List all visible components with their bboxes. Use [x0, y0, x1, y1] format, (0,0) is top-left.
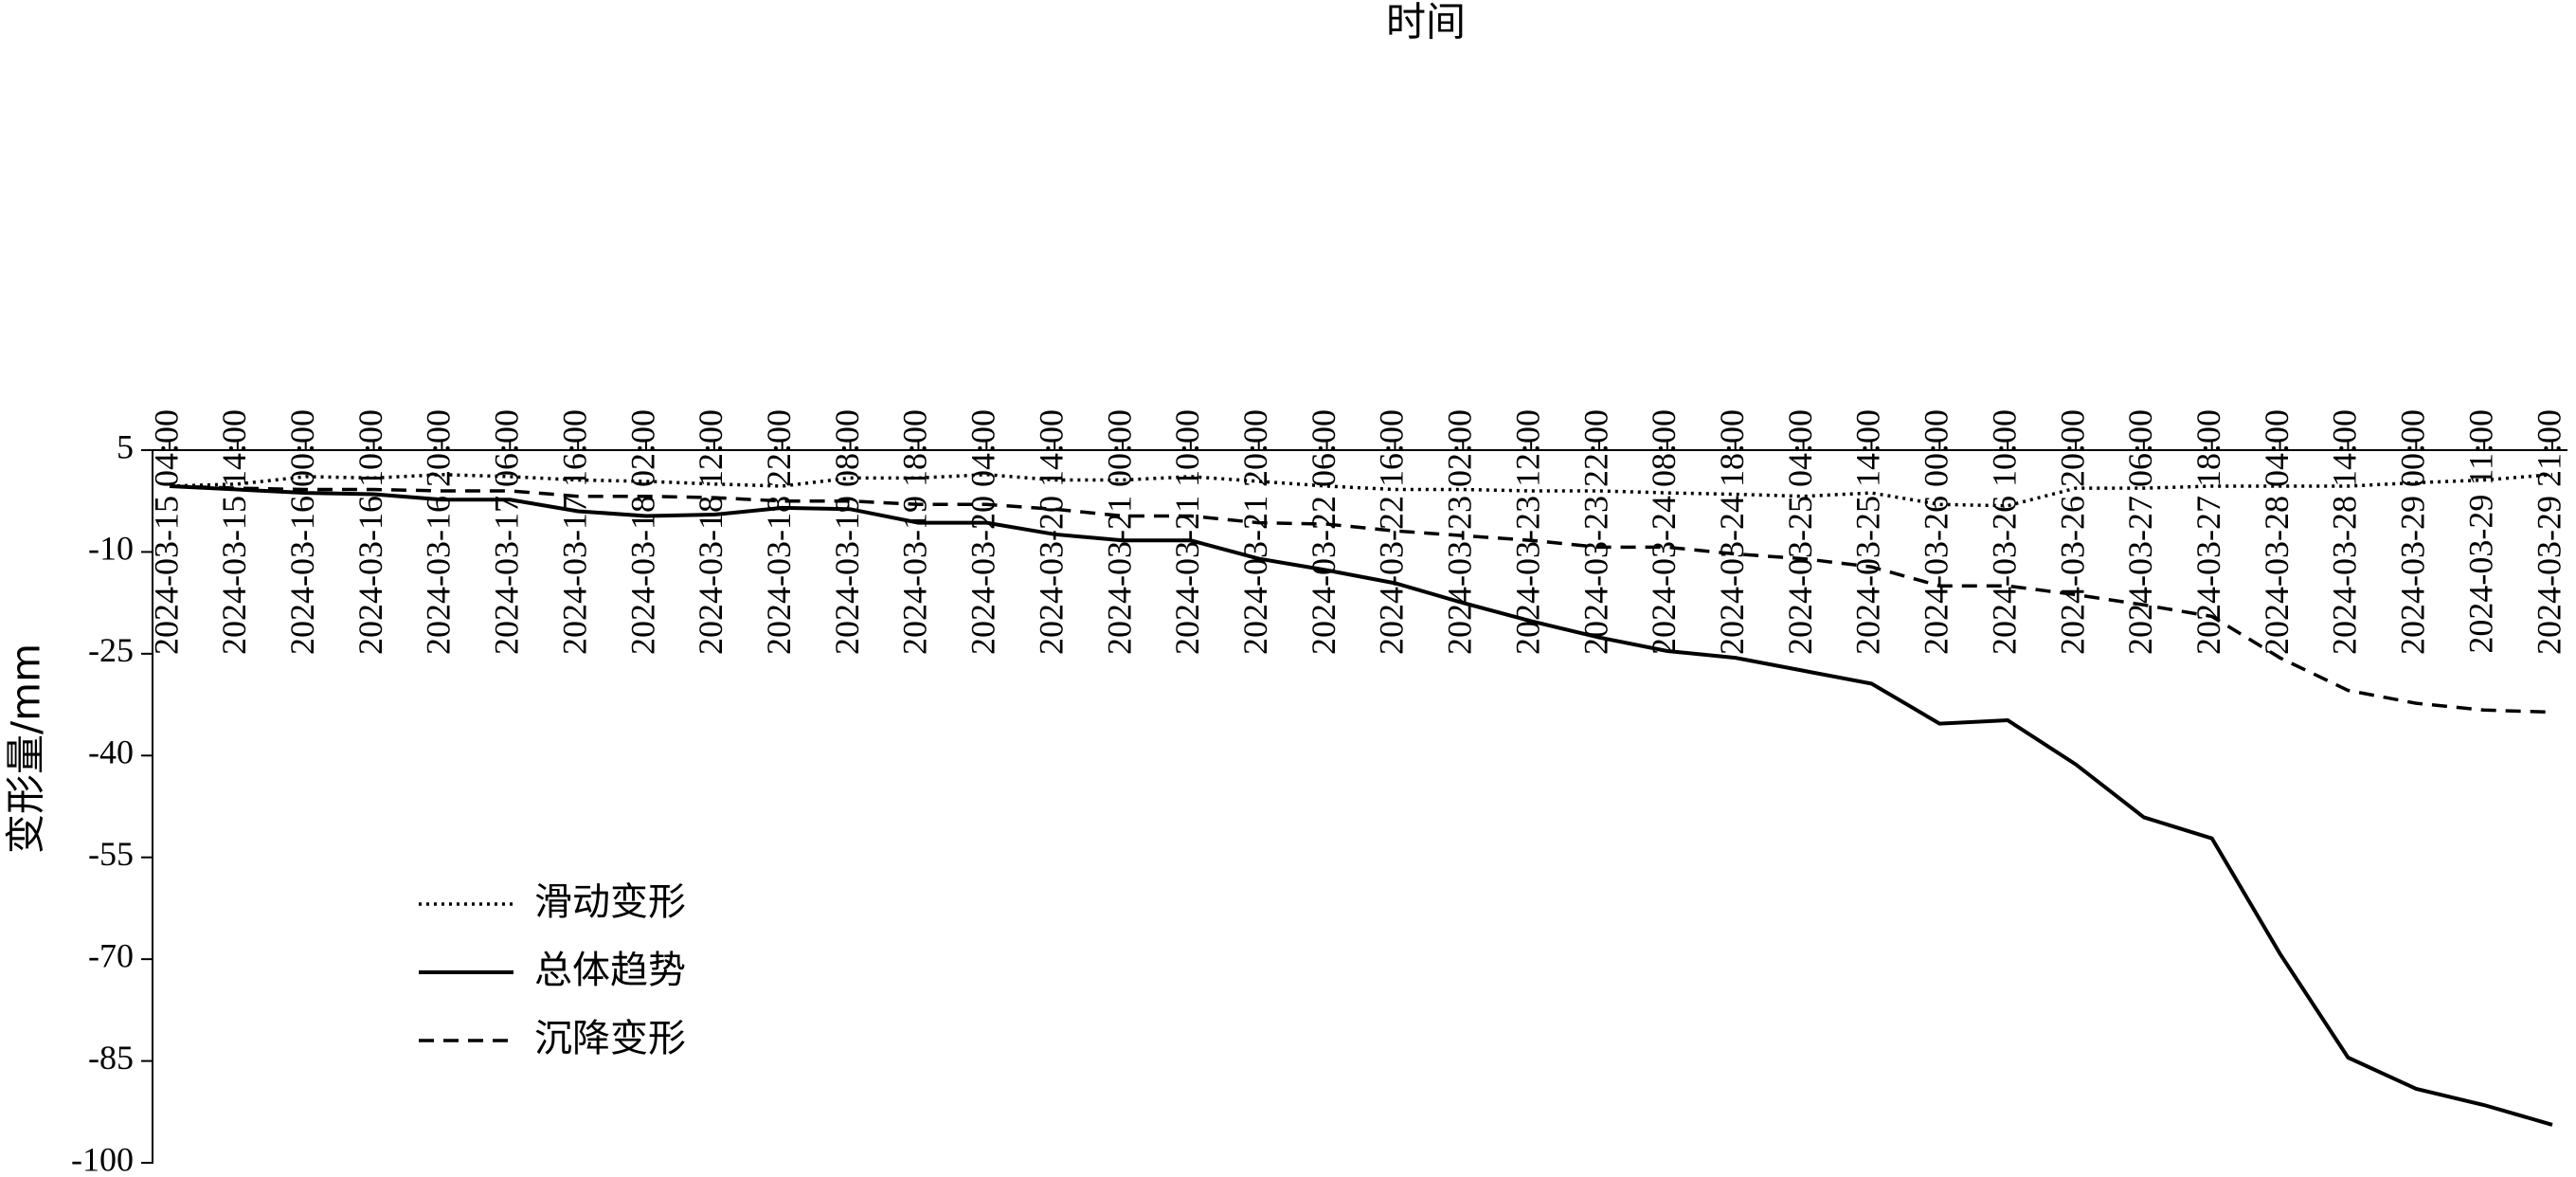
y-tick-label: -40: [88, 733, 134, 771]
series-line: [169, 483, 2553, 1127]
x-tick-label: 2024-03-28 04:00: [2258, 409, 2296, 655]
legend-label: 总体趋势: [534, 949, 686, 992]
x-tick-label: 2024-03-23 22:00: [1576, 409, 1614, 655]
x-tick-label: 2024-03-25 04:00: [1781, 409, 1819, 655]
x-tick-label: 2024-03-17 06:00: [488, 409, 526, 655]
x-tick-label: 2024-03-16 00:00: [283, 409, 321, 655]
x-tick-label: 2024-03-28 14:00: [2326, 409, 2364, 655]
x-tick-label: 2024-03-29 00:00: [2394, 409, 2432, 655]
y-tick-label: -25: [88, 631, 134, 669]
x-tick-label: 2024-03-20 04:00: [964, 409, 1002, 655]
x-tick-label: 2024-03-26 00:00: [1918, 409, 1955, 655]
y-tick-label: -100: [71, 1140, 134, 1177]
x-tick-label: 2024-03-23 02:00: [1441, 409, 1479, 655]
y-tick-label: -70: [88, 936, 134, 974]
y-tick-label: -85: [88, 1039, 134, 1077]
x-tick-label: 2024-03-18 02:00: [623, 409, 661, 655]
x-tick-label: 2024-03-18 22:00: [760, 409, 798, 655]
legend-label: 沉降变形: [534, 1017, 686, 1060]
x-tick-label: 2024-03-16 20:00: [420, 409, 458, 655]
y-tick-label: 5: [117, 427, 134, 465]
x-tick-label: 2024-03-22 06:00: [1305, 409, 1342, 655]
y-axis-title: 变形量/mm: [3, 643, 49, 854]
series-line: [169, 484, 2553, 715]
x-tick-label: 2024-03-19 08:00: [828, 409, 866, 655]
legend-label: 滑动变形: [534, 880, 686, 924]
x-tick-label: 2024-03-19 18:00: [896, 409, 934, 655]
x-axis-title: 时间: [1386, 0, 1466, 45]
x-tick-label: 2024-03-26 10:00: [1985, 409, 2023, 655]
y-tick-label: -55: [88, 835, 134, 873]
x-tick-label: 2024-03-29 11:00: [2461, 409, 2499, 654]
x-tick-label: 2024-03-15 14:00: [215, 409, 253, 655]
x-tick-label: 2024-03-15 04:00: [147, 409, 185, 655]
x-tick-label: 2024-03-24 08:00: [1645, 409, 1683, 655]
x-tick-label: 2024-03-17 16:00: [555, 409, 593, 655]
x-tick-label: 2024-03-25 14:00: [1849, 409, 1887, 655]
x-tick-label: 2024-03-29 21:00: [2530, 409, 2567, 655]
x-tick-label: 2024-03-23 12:00: [1508, 409, 1546, 655]
x-tick-label: 2024-03-24 18:00: [1713, 409, 1751, 655]
x-tick-label: 2024-03-16 10:00: [351, 409, 389, 655]
x-tick-label: 2024-03-26 20:00: [2053, 409, 2091, 655]
y-tick-label: -10: [88, 530, 134, 568]
x-tick-label: 2024-03-21 20:00: [1236, 409, 1274, 655]
x-tick-label: 2024-03-27 06:00: [2121, 409, 2159, 655]
x-tick-label: 2024-03-27 18:00: [2189, 409, 2227, 655]
x-tick-label: 2024-03-21 00:00: [1100, 409, 1138, 655]
x-tick-label: 2024-03-18 12:00: [692, 409, 730, 655]
x-tick-label: 2024-03-21 10:00: [1168, 409, 1206, 655]
